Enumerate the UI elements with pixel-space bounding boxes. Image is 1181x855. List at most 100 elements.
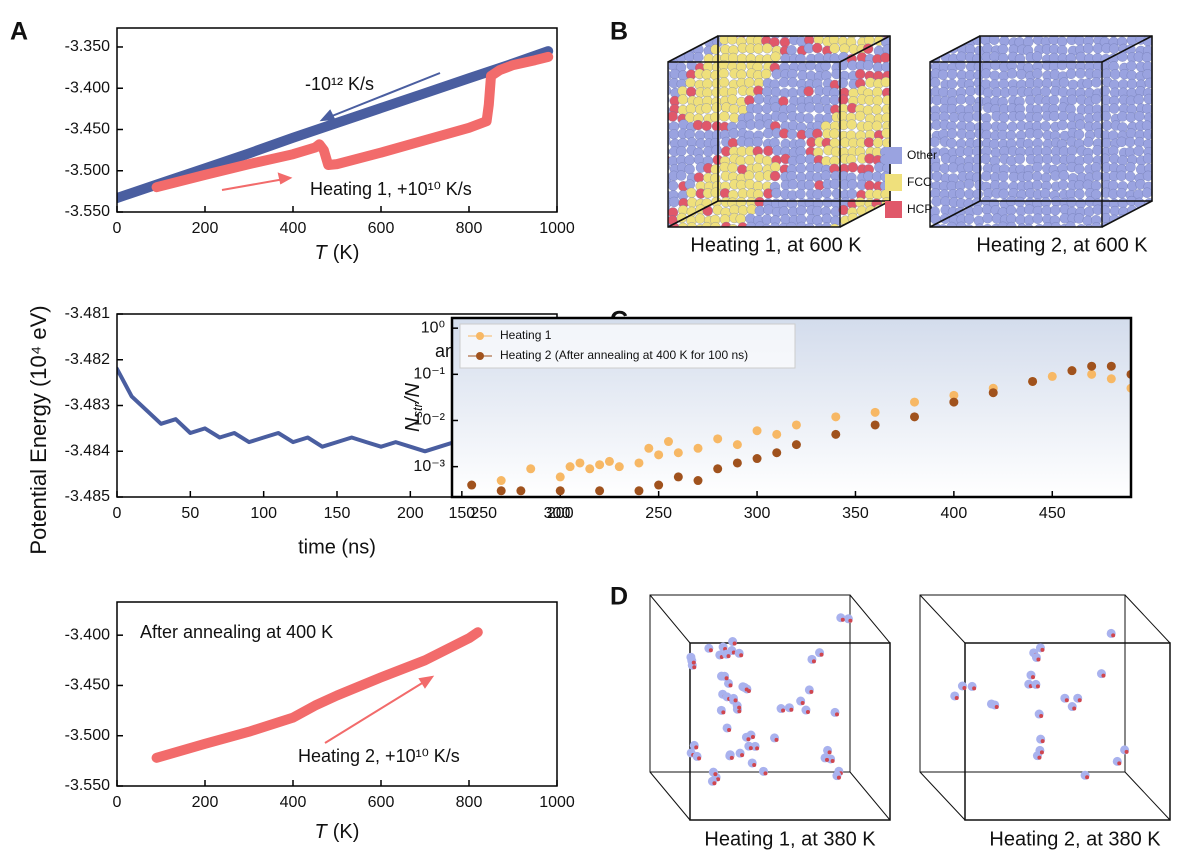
atom-core bbox=[728, 683, 733, 688]
atom bbox=[693, 172, 705, 183]
atom bbox=[1142, 204, 1152, 215]
series-line bbox=[151, 51, 554, 193]
atom bbox=[880, 52, 890, 63]
cube-front bbox=[964, 642, 1171, 821]
atom bbox=[737, 222, 748, 227]
y-tick-label: -3.482 bbox=[65, 351, 110, 368]
atom bbox=[1124, 136, 1136, 148]
atom bbox=[1049, 111, 1060, 122]
atom bbox=[854, 223, 866, 227]
atom bbox=[787, 179, 799, 190]
atom-core bbox=[737, 709, 742, 714]
y-tick-label: 10⁻² bbox=[413, 412, 445, 429]
point bbox=[752, 426, 762, 436]
atom bbox=[1058, 86, 1069, 98]
atom bbox=[813, 102, 825, 114]
point bbox=[496, 486, 506, 496]
atom bbox=[677, 222, 689, 227]
atom bbox=[753, 43, 764, 54]
atom bbox=[1090, 93, 1102, 105]
atom bbox=[1065, 68, 1077, 79]
y-axis-label: Potential Energy (10⁴ eV) bbox=[26, 305, 51, 554]
atom bbox=[668, 52, 670, 63]
atom bbox=[778, 77, 790, 88]
legend: Heating 1 Heating 2 (After annealing at 4… bbox=[459, 323, 796, 369]
atom bbox=[931, 196, 942, 207]
atom bbox=[964, 213, 975, 225]
atom bbox=[1101, 120, 1113, 131]
atom bbox=[701, 69, 712, 80]
atom bbox=[770, 86, 782, 98]
atom bbox=[668, 36, 672, 48]
x-axis-label: time (ns) bbox=[298, 536, 376, 558]
x-tick-label: 200 bbox=[192, 220, 219, 237]
atom bbox=[685, 36, 696, 47]
x-axis-symbol: T bbox=[315, 821, 329, 843]
atom bbox=[889, 36, 890, 38]
x-tick-label: 600 bbox=[368, 220, 395, 237]
plot-frame bbox=[450, 316, 1133, 499]
legend-box bbox=[459, 323, 796, 369]
atom bbox=[1032, 68, 1043, 79]
atom bbox=[771, 187, 782, 199]
point bbox=[693, 443, 703, 453]
atom bbox=[728, 128, 739, 139]
atom bbox=[771, 69, 782, 80]
annotation: After annealing at 400 K bbox=[140, 622, 333, 642]
atom bbox=[1126, 78, 1138, 90]
point bbox=[555, 486, 565, 496]
arrow bbox=[321, 72, 441, 121]
atom bbox=[668, 36, 670, 39]
x-tick-label: 450 bbox=[1039, 505, 1066, 522]
atom bbox=[668, 136, 671, 147]
atom bbox=[1091, 77, 1102, 88]
atom bbox=[703, 36, 714, 39]
atom bbox=[676, 170, 687, 181]
atom-core bbox=[994, 704, 999, 709]
x-axis-unit: (K) bbox=[333, 242, 360, 264]
atom bbox=[754, 205, 765, 217]
point bbox=[713, 434, 723, 444]
atom bbox=[888, 87, 890, 98]
atom bbox=[1092, 36, 1103, 37]
point bbox=[614, 462, 624, 472]
atoms bbox=[930, 36, 1163, 227]
atom bbox=[1024, 204, 1035, 215]
cube-edge bbox=[667, 35, 719, 63]
atom bbox=[1150, 110, 1152, 122]
atom bbox=[1153, 103, 1163, 113]
atom bbox=[693, 52, 704, 63]
point bbox=[595, 460, 605, 470]
atom bbox=[1067, 94, 1078, 105]
atom bbox=[982, 213, 993, 224]
atom bbox=[711, 102, 722, 113]
atom bbox=[1116, 188, 1127, 199]
atom bbox=[863, 137, 875, 148]
cube-face bbox=[919, 594, 1126, 773]
arrow-head bbox=[319, 109, 336, 122]
cube-edge bbox=[649, 771, 691, 821]
atom bbox=[1074, 163, 1085, 175]
atom bbox=[889, 36, 890, 47]
plot-area bbox=[467, 361, 1131, 496]
atom-core bbox=[1072, 706, 1077, 711]
point bbox=[949, 390, 959, 400]
point bbox=[1067, 366, 1077, 376]
legend-swatch bbox=[885, 201, 902, 218]
atom bbox=[1008, 86, 1019, 97]
atom bbox=[937, 69, 949, 80]
y-rest: /N bbox=[402, 382, 424, 405]
atom bbox=[694, 213, 706, 224]
point bbox=[1106, 361, 1116, 371]
atom bbox=[752, 136, 763, 148]
atom-core bbox=[729, 755, 734, 760]
plot-frame bbox=[116, 601, 558, 787]
point bbox=[526, 464, 536, 474]
cube-edge bbox=[839, 35, 891, 63]
atom bbox=[803, 86, 814, 97]
atom-core bbox=[712, 781, 717, 786]
atom-core bbox=[713, 772, 718, 777]
atom bbox=[1022, 171, 1034, 182]
atom-core bbox=[789, 707, 794, 712]
atom-core bbox=[1117, 761, 1122, 766]
